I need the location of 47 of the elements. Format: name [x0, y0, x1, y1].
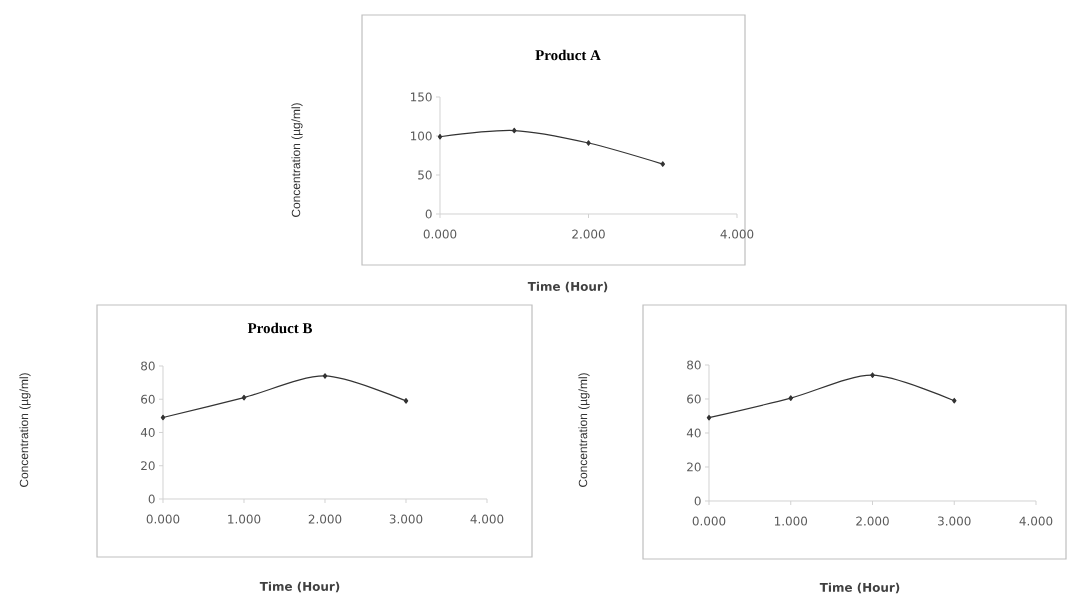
- point: [952, 397, 957, 404]
- x-tick-label: 1.000: [228, 514, 261, 524]
- x-tick-label: 0.000: [146, 514, 180, 524]
- x-tick-label: 4.000: [470, 514, 504, 524]
- chart-title: Product B: [247, 322, 313, 334]
- x-axis-title: Time (Hour): [819, 582, 900, 594]
- point: [160, 414, 166, 421]
- y-tick-label: 150: [410, 92, 432, 102]
- x-tick-label: 4.000: [1019, 516, 1053, 526]
- y-axis-title: Concentration (µg/ml): [291, 103, 303, 217]
- y-tick-label: 80: [687, 360, 701, 370]
- point: [403, 398, 409, 404]
- y-tick-label: 20: [687, 462, 701, 472]
- x-tick-label: 3.000: [938, 516, 971, 526]
- x-tick-label: 1.000: [774, 516, 808, 526]
- chart-title: Product A: [535, 49, 601, 61]
- x-tick-label: 2.000: [308, 514, 342, 524]
- x-axis-title: Time (Hour): [259, 581, 340, 593]
- point: [870, 372, 875, 378]
- point: [512, 127, 517, 134]
- y-tick-label: 50: [418, 170, 432, 180]
- x-tick-label: 4.000: [720, 229, 754, 239]
- point: [241, 394, 247, 401]
- y-tick-label: 0: [694, 496, 701, 506]
- y-tick-label: 40: [140, 427, 155, 438]
- y-tick-label: 80: [141, 361, 155, 371]
- y-tick-label: 20: [141, 461, 155, 471]
- y-axis-title: Concentration (µg/ml): [578, 373, 590, 487]
- y-tick-label: 0: [425, 209, 432, 219]
- point: [706, 414, 712, 421]
- y-tick-label: 40: [686, 428, 701, 438]
- x-tick-label: 3.000: [389, 514, 423, 524]
- point: [660, 161, 666, 167]
- point: [788, 395, 794, 401]
- point: [586, 140, 591, 146]
- y-tick-label: 0: [148, 494, 155, 504]
- x-axis-title: Time (Hour): [527, 281, 608, 293]
- point: [322, 373, 328, 379]
- y-tick-label: 60: [687, 394, 701, 404]
- x-tick-label: 0.000: [423, 229, 457, 239]
- y-tick-label: 100: [410, 131, 432, 141]
- y-tick-label: 60: [141, 394, 155, 404]
- x-tick-label: 0.000: [692, 516, 726, 526]
- point: [437, 133, 443, 140]
- x-tick-label: 2.000: [572, 229, 605, 239]
- x-tick-label: 2.000: [856, 516, 889, 526]
- y-axis-title: Concentration (µg/ml): [19, 373, 31, 487]
